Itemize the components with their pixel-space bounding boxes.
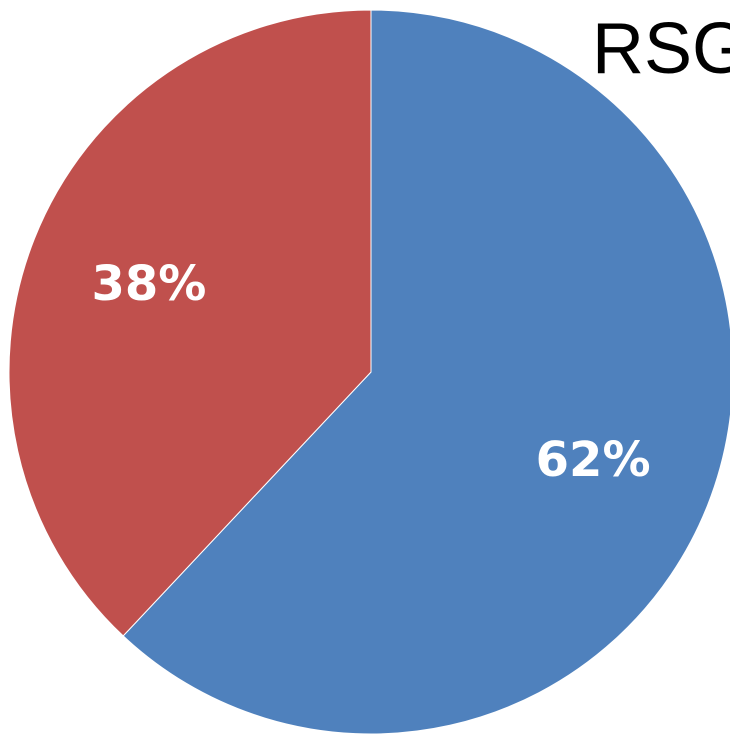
- chart-title: RSG: [592, 9, 730, 89]
- pie-slice-0: [122, 9, 730, 734]
- pie-data-labels: 62% 38%: [91, 256, 650, 488]
- pie-slices: [8, 9, 730, 734]
- data-label-1: 38%: [91, 256, 206, 312]
- data-label-0: 62%: [536, 432, 651, 488]
- pie-slice-1: [8, 9, 372, 637]
